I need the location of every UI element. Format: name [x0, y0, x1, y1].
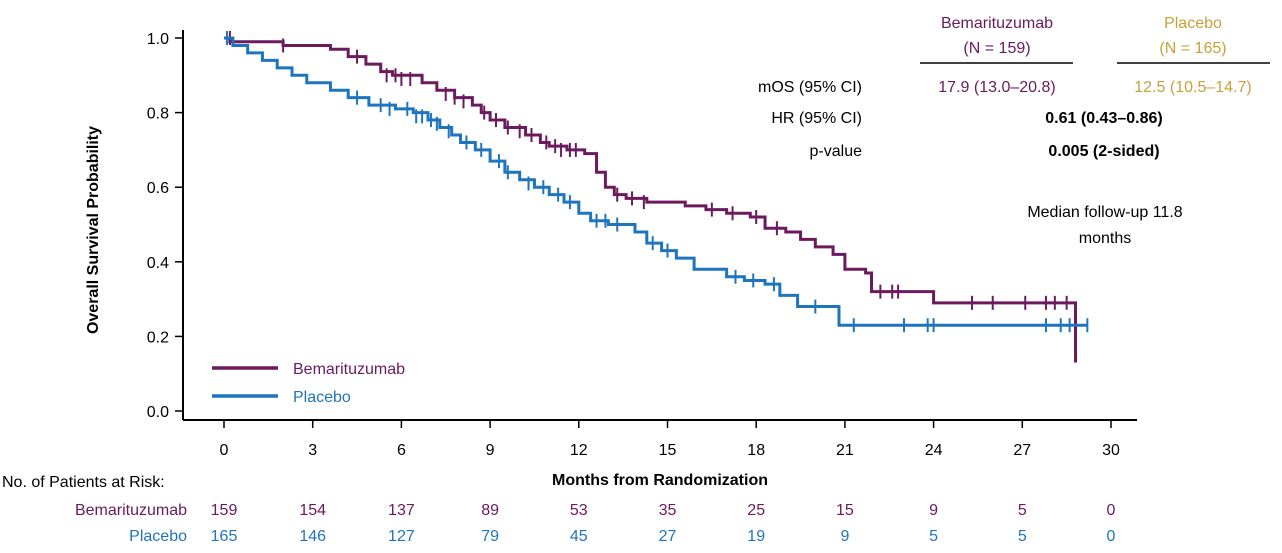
risk-value: 27 — [659, 528, 677, 545]
stats-header-placebo-name: Placebo — [1164, 15, 1222, 32]
followup-note-line2: months — [1079, 230, 1131, 247]
y-tick-label: 0.6 — [147, 180, 169, 197]
risk-value: 5 — [1018, 528, 1027, 545]
risk-value: 159 — [211, 502, 238, 519]
stats-hr-value: 0.61 (0.43–0.86) — [1045, 110, 1162, 127]
risk-row-label-placebo: Placebo — [129, 528, 187, 545]
risk-value: 35 — [659, 502, 677, 519]
risk-value: 0 — [1107, 502, 1116, 519]
x-tick-label: 18 — [747, 442, 765, 459]
y-tick-label: 0.4 — [147, 255, 169, 272]
risk-value: 19 — [747, 528, 765, 545]
risk-row-label-bemarituzumab: Bemarituzumab — [75, 502, 187, 519]
x-tick-label: 9 — [486, 442, 495, 459]
x-tick-label: 21 — [836, 442, 854, 459]
stats-mos-label: mOS (95% CI) — [758, 79, 862, 96]
risk-value: 79 — [481, 528, 499, 545]
risk-value: 53 — [570, 502, 588, 519]
stats-p-value: 0.005 (2-sided) — [1048, 143, 1159, 160]
risk-table: No. of Patients at Risk: Bemarituzumab P… — [2, 474, 1116, 545]
x-tick-label: 27 — [1013, 442, 1031, 459]
risk-value: 89 — [481, 502, 499, 519]
x-ticks: 0 3 6 9 12 15 18 21 24 27 30 — [220, 420, 1120, 459]
x-tick-label: 24 — [925, 442, 943, 459]
risk-value: 137 — [388, 502, 415, 519]
curves — [224, 31, 1089, 363]
x-tick-label: 12 — [570, 442, 588, 459]
risk-value: 9 — [840, 528, 849, 545]
stats-header-bema-name: Bemarituzumab — [941, 15, 1053, 32]
risk-value: 146 — [299, 528, 326, 545]
risk-value: 45 — [570, 528, 588, 545]
risk-value: 25 — [747, 502, 765, 519]
stats-panel: Bemarituzumab (N = 159) Placebo (N = 165… — [758, 15, 1270, 247]
risk-table-title: No. of Patients at Risk: — [2, 474, 165, 491]
risk-value: 127 — [388, 528, 415, 545]
legend-label-bemarituzumab: Bemarituzumab — [293, 361, 405, 378]
x-tick-label: 6 — [397, 442, 406, 459]
legend-label-placebo: Placebo — [293, 389, 351, 406]
x-tick-label: 30 — [1102, 442, 1120, 459]
followup-note-line1: Median follow-up 11.8 — [1027, 204, 1182, 221]
risk-value: 15 — [836, 502, 854, 519]
stats-header-placebo-n: (N = 165) — [1159, 40, 1226, 57]
stats-mos-placebo: 12.5 (10.5–14.7) — [1134, 79, 1251, 96]
stats-mos-bema: 17.9 (13.0–20.8) — [938, 79, 1055, 96]
y-tick-label: 0.0 — [147, 404, 169, 421]
y-axis-title: Overall Survival Probability — [85, 126, 102, 334]
x-axis-title: Months from Randomization — [552, 472, 768, 489]
y-ticks: 0.0 0.2 0.4 0.6 0.8 1.0 — [147, 31, 183, 421]
risk-value: 165 — [211, 528, 238, 545]
risk-value: 5 — [1018, 502, 1027, 519]
y-tick-label: 0.2 — [147, 329, 169, 346]
curve-placebo — [224, 36, 1088, 327]
legend: Bemarituzumab Placebo — [212, 361, 405, 406]
axes — [182, 30, 1137, 421]
risk-value: 154 — [299, 502, 326, 519]
risk-value: 5 — [929, 528, 938, 545]
curve-bemarituzumab — [224, 36, 1078, 363]
risk-value: 0 — [1107, 528, 1116, 545]
stats-hr-label: HR (95% CI) — [771, 110, 862, 127]
y-tick-label: 1.0 — [147, 31, 169, 48]
x-tick-label: 15 — [659, 442, 677, 459]
x-tick-label: 0 — [220, 442, 229, 459]
stats-p-label: p-value — [810, 143, 863, 160]
x-tick-label: 3 — [308, 442, 317, 459]
stats-header-bema-n: (N = 159) — [963, 40, 1030, 57]
y-tick-label: 0.8 — [147, 106, 169, 123]
risk-value: 9 — [929, 502, 938, 519]
